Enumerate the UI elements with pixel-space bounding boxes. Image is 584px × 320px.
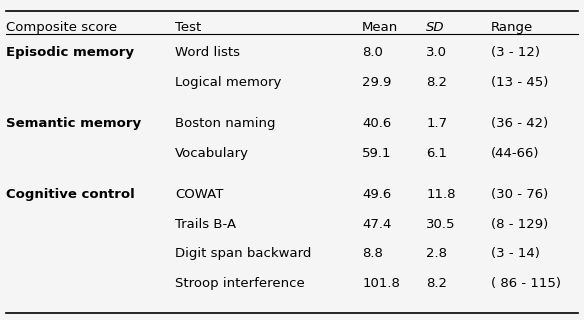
Text: ( 86 - 115): ( 86 - 115) (491, 277, 561, 290)
Text: COWAT: COWAT (175, 188, 224, 201)
Text: Trails B-A: Trails B-A (175, 218, 237, 231)
Text: Word lists: Word lists (175, 46, 240, 60)
Text: (44-66): (44-66) (491, 147, 539, 160)
Text: Range: Range (491, 21, 533, 34)
Text: Mean: Mean (362, 21, 398, 34)
Text: Stroop interference: Stroop interference (175, 277, 305, 290)
Text: 8.2: 8.2 (426, 277, 447, 290)
Text: 101.8: 101.8 (362, 277, 400, 290)
Text: 49.6: 49.6 (362, 188, 391, 201)
Text: Test: Test (175, 21, 201, 34)
Text: (36 - 42): (36 - 42) (491, 117, 548, 130)
Text: 8.0: 8.0 (362, 46, 383, 60)
Text: 1.7: 1.7 (426, 117, 447, 130)
Text: Digit span backward: Digit span backward (175, 247, 312, 260)
Text: 2.8: 2.8 (426, 247, 447, 260)
Text: 8.2: 8.2 (426, 76, 447, 89)
Text: 6.1: 6.1 (426, 147, 447, 160)
Text: 59.1: 59.1 (362, 147, 392, 160)
Text: (3 - 14): (3 - 14) (491, 247, 540, 260)
Text: (30 - 76): (30 - 76) (491, 188, 548, 201)
Text: Composite score: Composite score (6, 21, 117, 34)
Text: (13 - 45): (13 - 45) (491, 76, 548, 89)
Text: 11.8: 11.8 (426, 188, 456, 201)
Text: 29.9: 29.9 (362, 76, 391, 89)
Text: 8.8: 8.8 (362, 247, 383, 260)
Text: 47.4: 47.4 (362, 218, 391, 231)
Text: (8 - 129): (8 - 129) (491, 218, 548, 231)
Text: Semantic memory: Semantic memory (6, 117, 141, 130)
Text: (3 - 12): (3 - 12) (491, 46, 540, 60)
Text: Episodic memory: Episodic memory (6, 46, 134, 60)
Text: SD: SD (426, 21, 445, 34)
Text: 40.6: 40.6 (362, 117, 391, 130)
Text: 30.5: 30.5 (426, 218, 456, 231)
Text: 3.0: 3.0 (426, 46, 447, 60)
Text: Boston naming: Boston naming (175, 117, 276, 130)
Text: Vocabulary: Vocabulary (175, 147, 249, 160)
Text: Logical memory: Logical memory (175, 76, 281, 89)
Text: Cognitive control: Cognitive control (6, 188, 134, 201)
